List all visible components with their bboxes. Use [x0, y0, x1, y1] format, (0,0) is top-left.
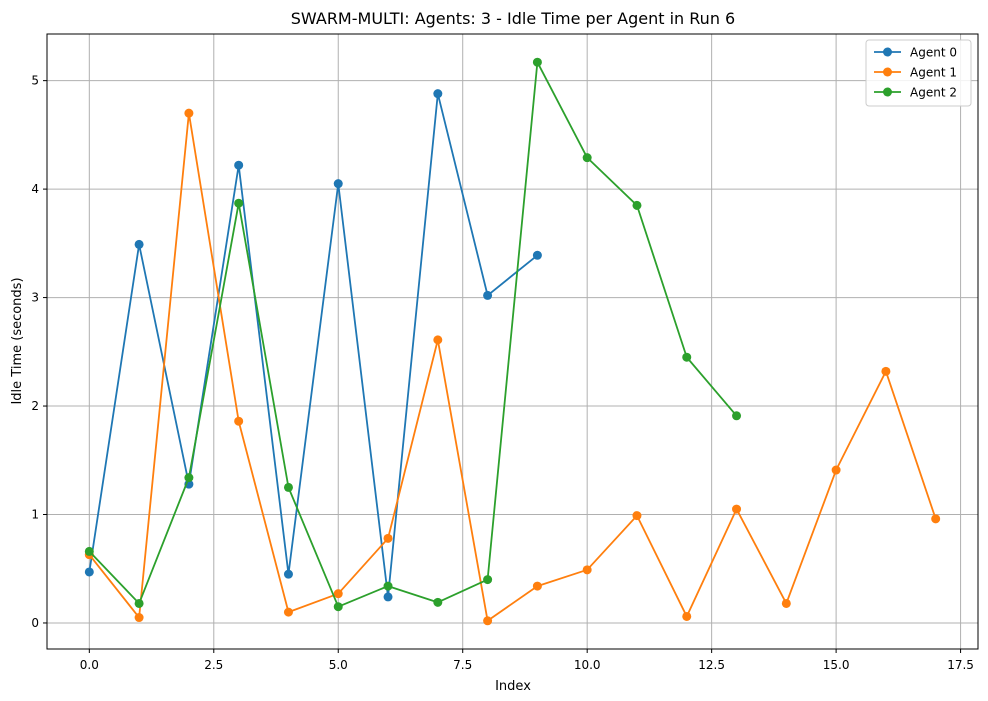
plot-frame [46, 33, 979, 650]
y-tick-label: 2 [31, 399, 39, 413]
x-tick-label: 7.5 [453, 658, 472, 672]
y-tick-label: 1 [31, 508, 39, 522]
legend-item: Agent 1 [874, 66, 957, 80]
data-point [632, 200, 642, 210]
legend: Agent 0 Agent 1 Agent 2 [865, 39, 972, 107]
data-point [333, 589, 343, 599]
data-point [333, 602, 343, 612]
series-line [88, 112, 937, 622]
legend-marker [883, 67, 892, 77]
x-tick-label: 10.0 [574, 658, 601, 672]
data-point [234, 198, 244, 208]
series-line [88, 61, 738, 608]
x-tick-label: 0.0 [80, 658, 99, 672]
legend-box [865, 39, 972, 107]
x-tick-label: 5.0 [329, 658, 348, 672]
legend-marker [883, 87, 892, 97]
chart-title: SWARM-MULTI: Agents: 3 - Idle Time per A… [291, 9, 735, 28]
series-layer [84, 57, 941, 626]
data-point [682, 352, 692, 362]
data-point [234, 416, 244, 426]
y-axis-label: Idle Time (seconds) [10, 277, 25, 404]
data-point [732, 411, 742, 421]
legend-item: Agent 0 [874, 46, 957, 60]
data-point [184, 473, 194, 483]
data-point [383, 592, 393, 602]
data-point [333, 179, 343, 189]
y-tick-label: 3 [31, 291, 39, 305]
legend-item: Agent 2 [874, 86, 957, 100]
data-point [483, 290, 493, 300]
y-axis-ticks: 0 1 2 3 4 5 [31, 74, 47, 630]
legend-label: Agent 0 [910, 46, 957, 60]
data-point [831, 465, 841, 475]
data-point [234, 160, 244, 170]
legend-marker [883, 47, 892, 57]
data-point [134, 613, 144, 623]
legend-label: Agent 2 [910, 86, 957, 100]
data-point [134, 598, 144, 608]
data-point [881, 366, 891, 376]
data-point [433, 89, 443, 99]
data-point [483, 616, 493, 626]
data-point [184, 108, 194, 118]
series-0 [84, 89, 542, 602]
data-point [682, 611, 692, 621]
data-point [532, 250, 542, 260]
data-point [283, 607, 293, 617]
x-axis-ticks: 0.0 2.5 5.0 7.5 10.0 12.5 15.0 17.5 [80, 649, 974, 672]
y-tick-label: 4 [31, 182, 39, 196]
y-tick-label: 0 [31, 616, 39, 630]
data-point [483, 575, 493, 585]
data-point [383, 533, 393, 543]
data-point [84, 567, 94, 577]
data-point [134, 239, 144, 249]
grid [47, 34, 978, 649]
x-tick-label: 2.5 [204, 658, 223, 672]
legend-label: Agent 1 [910, 66, 957, 80]
data-point [582, 565, 592, 575]
x-tick-label: 17.5 [947, 658, 974, 672]
x-tick-label: 12.5 [698, 658, 725, 672]
data-point [383, 581, 393, 591]
x-tick-label: 15.0 [823, 658, 850, 672]
series-1 [84, 108, 941, 626]
data-point [433, 335, 443, 345]
data-point [781, 598, 791, 608]
data-point [532, 581, 542, 591]
x-axis-label: Index [495, 679, 531, 694]
data-point [283, 482, 293, 492]
data-point [433, 597, 443, 607]
data-point [632, 511, 642, 521]
data-point [283, 569, 293, 579]
data-point [931, 514, 941, 524]
data-point [532, 57, 542, 67]
data-point [732, 504, 742, 514]
data-point [582, 153, 592, 163]
data-point [84, 546, 94, 556]
y-tick-label: 5 [31, 74, 39, 88]
series-2 [84, 57, 742, 612]
